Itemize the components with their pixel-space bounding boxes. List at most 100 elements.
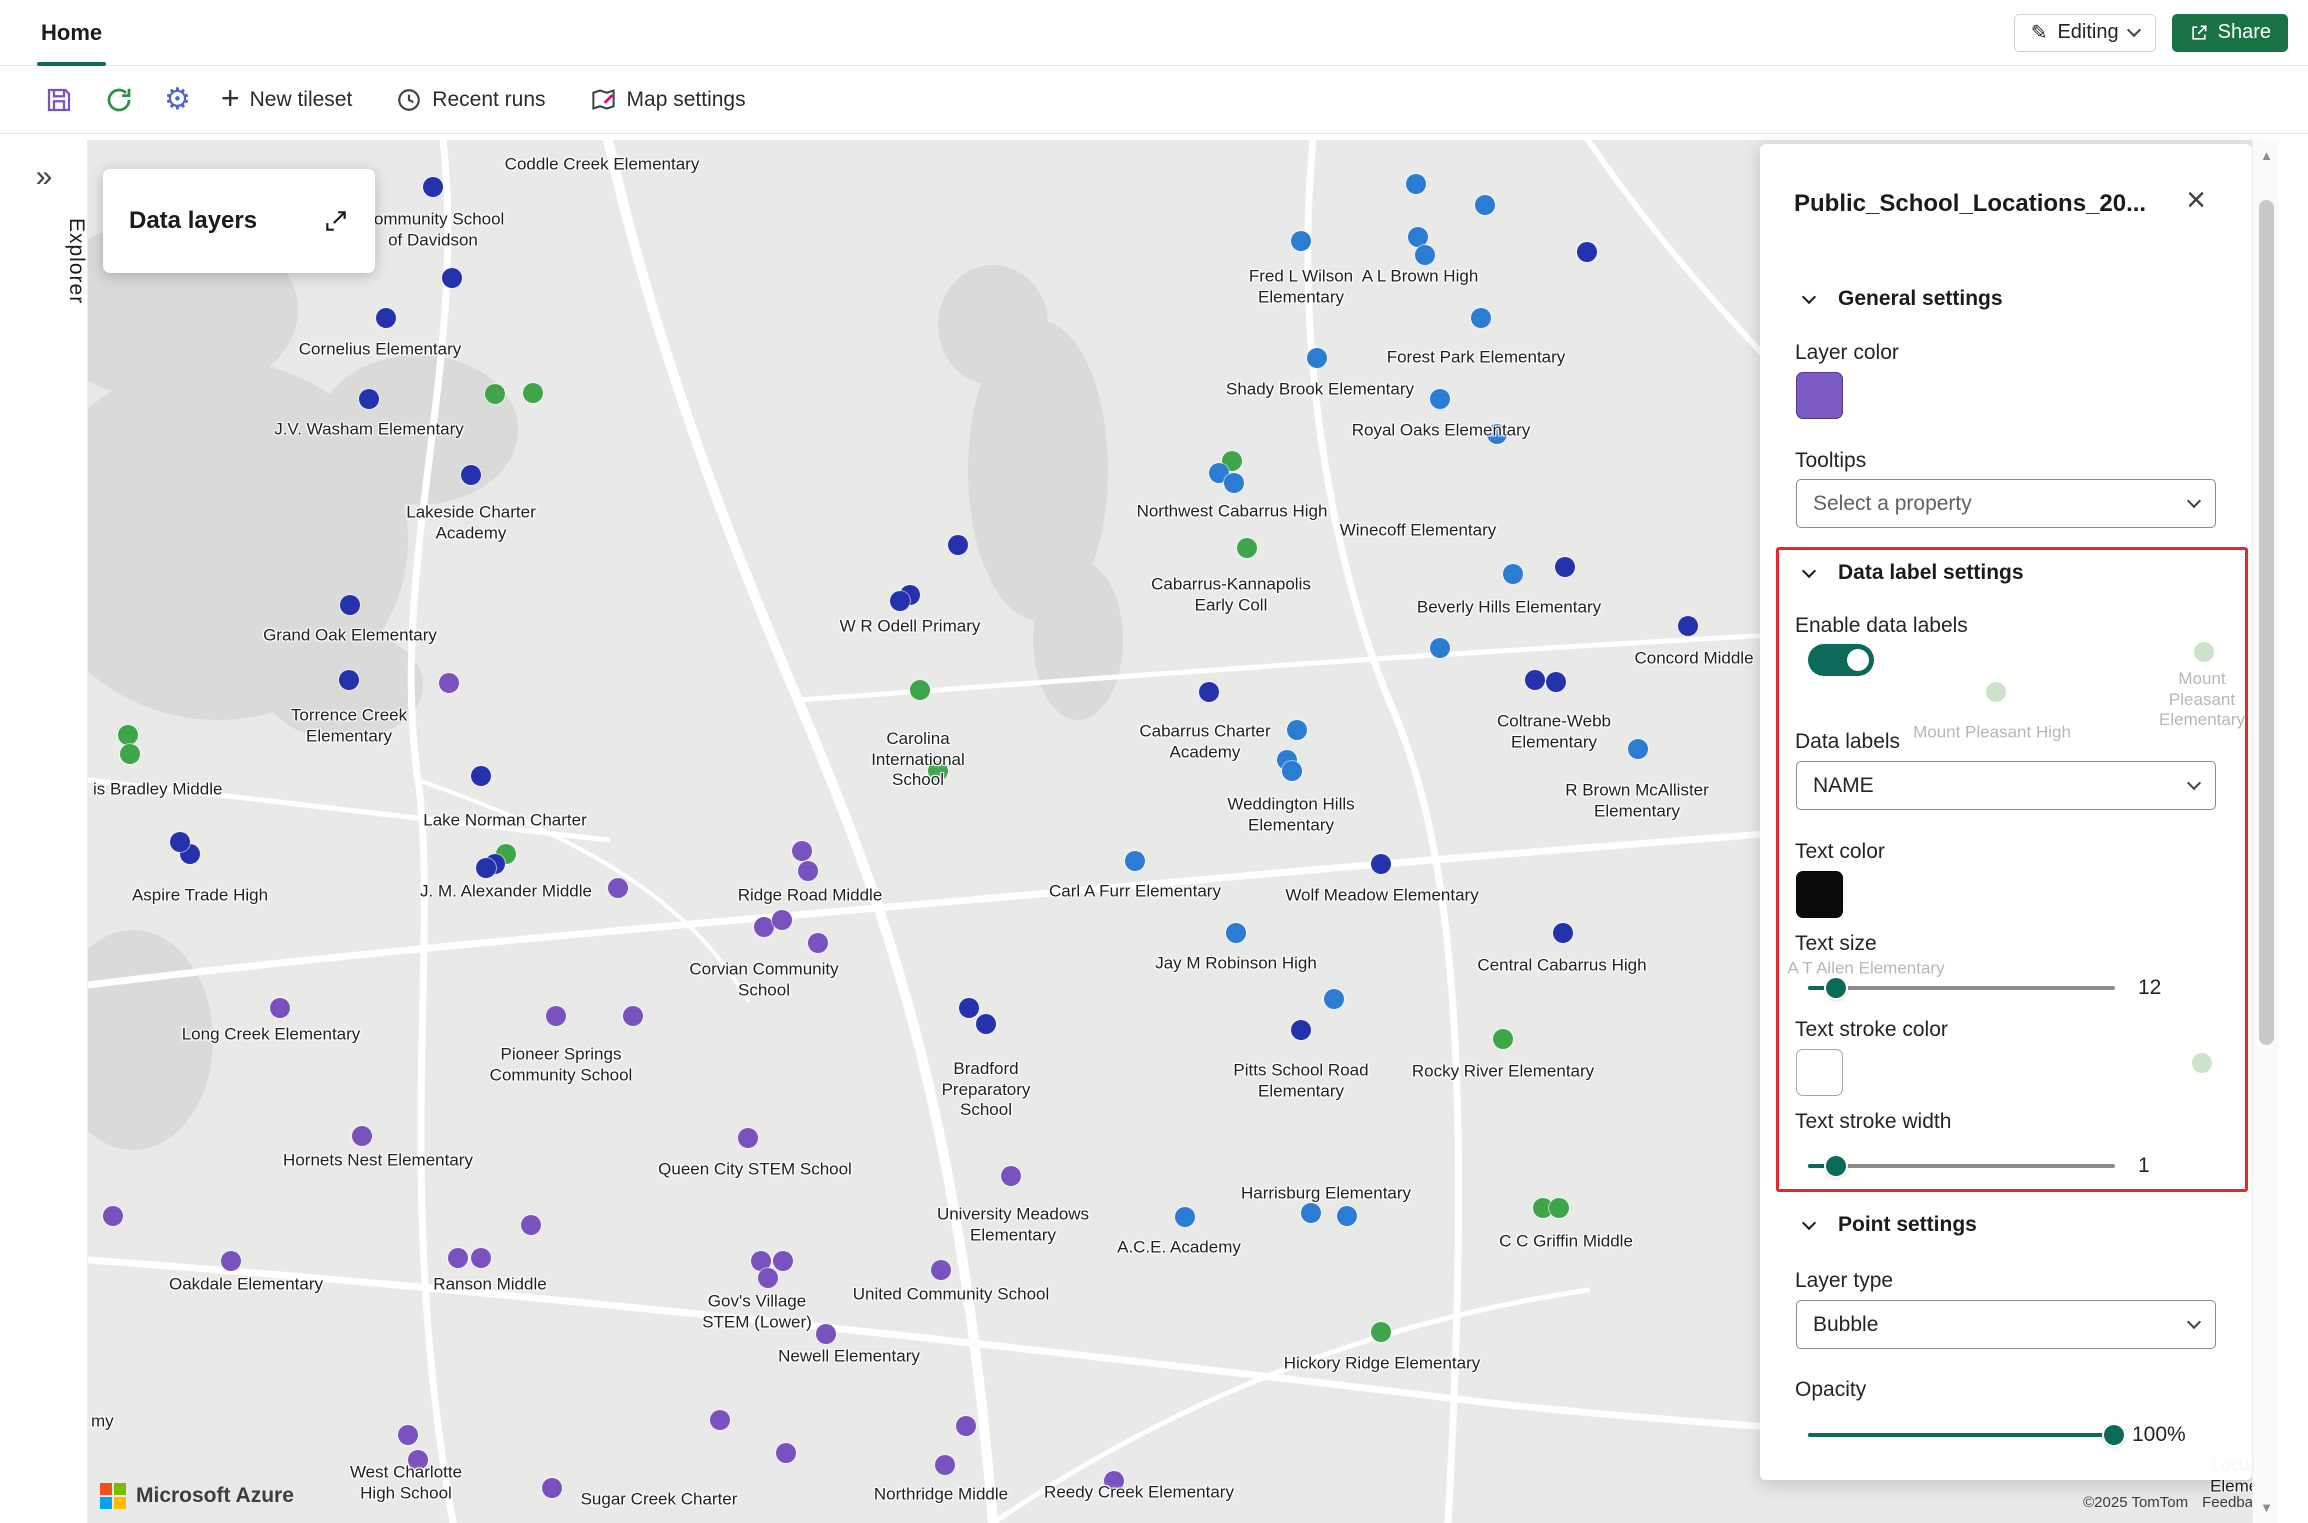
close-icon[interactable]: × <box>2186 181 2206 219</box>
data-labels-dropdown[interactable]: NAME <box>1796 761 2216 810</box>
map-point[interactable] <box>956 1416 976 1436</box>
map-point[interactable] <box>1175 1207 1195 1227</box>
data-layers-card[interactable]: Data layers <box>103 169 375 273</box>
map-point[interactable] <box>1493 1029 1513 1049</box>
map-point[interactable] <box>1104 1471 1124 1491</box>
map-point[interactable] <box>773 1251 793 1271</box>
map-point[interactable] <box>623 1006 643 1026</box>
map-point[interactable] <box>476 858 496 878</box>
map-point[interactable] <box>521 1215 541 1235</box>
map-point[interactable] <box>339 670 359 690</box>
map-point[interactable] <box>1237 538 1257 558</box>
save-button[interactable] <box>44 85 74 115</box>
map-point[interactable] <box>1533 1198 1553 1218</box>
opacity-slider[interactable] <box>1808 1425 2124 1445</box>
map-point[interactable] <box>542 1478 562 1498</box>
scroll-up-arrow[interactable]: ▲ <box>2260 148 2273 163</box>
map-point[interactable] <box>931 1260 951 1280</box>
tab-home[interactable]: Home <box>37 0 107 66</box>
expand-explorer-button[interactable]: » <box>35 160 53 193</box>
map-point[interactable] <box>471 766 491 786</box>
map-point[interactable] <box>808 933 828 953</box>
map-point[interactable] <box>1282 761 1302 781</box>
map-point[interactable] <box>1287 720 1307 740</box>
general-settings-header[interactable]: General settings <box>1801 281 2003 317</box>
map-point[interactable] <box>103 1206 123 1226</box>
map-settings-button[interactable]: Map settings <box>590 86 746 113</box>
map-point[interactable] <box>935 1455 955 1475</box>
share-button[interactable]: Share <box>2171 13 2288 52</box>
map-point[interactable] <box>523 383 543 403</box>
settings-button[interactable]: ⚙ <box>164 84 191 115</box>
map-point[interactable] <box>1125 851 1145 871</box>
text-stroke-width-slider[interactable] <box>1808 1156 2115 1176</box>
map-point[interactable] <box>221 1251 241 1271</box>
map-point[interactable] <box>408 1450 428 1470</box>
map-point[interactable] <box>1337 1206 1357 1226</box>
map-point[interactable] <box>776 1443 796 1463</box>
map-point[interactable] <box>1577 242 1597 262</box>
map-point[interactable] <box>754 917 774 937</box>
map-point[interactable] <box>1546 672 1566 692</box>
map-point[interactable] <box>976 1014 996 1034</box>
map-point[interactable] <box>1291 1020 1311 1040</box>
map-point[interactable] <box>1549 1198 1569 1218</box>
map-point[interactable] <box>118 725 138 745</box>
map-point[interactable] <box>910 680 930 700</box>
map-point[interactable] <box>170 832 190 852</box>
map-point[interactable] <box>928 761 948 781</box>
map-point[interactable] <box>959 998 979 1018</box>
map-point[interactable] <box>798 861 818 881</box>
map-point[interactable] <box>816 1324 836 1344</box>
map-point[interactable] <box>1430 389 1450 409</box>
map-point[interactable] <box>376 308 396 328</box>
map-point[interactable] <box>439 673 459 693</box>
enable-data-labels-toggle[interactable] <box>1808 644 1874 676</box>
map-point[interactable] <box>485 384 505 404</box>
map-point[interactable] <box>1001 1166 1021 1186</box>
data-label-settings-header[interactable]: Data label settings <box>1801 555 2024 591</box>
tooltips-dropdown[interactable]: Select a property <box>1796 479 2216 528</box>
slider-thumb[interactable] <box>2103 1425 2124 1445</box>
map-point[interactable] <box>352 1126 372 1146</box>
map-point[interactable] <box>1555 557 1575 577</box>
map-point[interactable] <box>1553 923 1573 943</box>
panel-scrollbar[interactable]: ▲ ▼ <box>2252 140 2279 1523</box>
map-point[interactable] <box>772 910 792 930</box>
map-point[interactable] <box>1487 424 1507 444</box>
open-panel-icon[interactable] <box>323 208 349 234</box>
map-point[interactable] <box>1307 348 1327 368</box>
map-point[interactable] <box>1525 670 1545 690</box>
map-point[interactable] <box>1471 308 1491 328</box>
map-point[interactable] <box>1415 245 1435 265</box>
map-point[interactable] <box>1226 923 1246 943</box>
map-point[interactable] <box>423 177 443 197</box>
map-point[interactable] <box>461 465 481 485</box>
map-point[interactable] <box>1199 682 1219 702</box>
map-point[interactable] <box>1475 195 1495 215</box>
map-point[interactable] <box>1408 227 1428 247</box>
map-point[interactable] <box>270 998 290 1018</box>
scroll-down-arrow[interactable]: ▼ <box>2260 1500 2273 1515</box>
map-point[interactable] <box>1430 638 1450 658</box>
layer-color-swatch[interactable] <box>1796 372 1843 419</box>
slider-thumb[interactable] <box>1825 1156 1846 1176</box>
feedback-link[interactable]: Feedback <box>2202 1494 2268 1511</box>
map-point[interactable] <box>448 1248 468 1268</box>
map-point[interactable] <box>546 1006 566 1026</box>
map-point[interactable] <box>1628 739 1648 759</box>
map-point[interactable] <box>1406 174 1426 194</box>
map-point[interactable] <box>398 1425 418 1445</box>
refresh-button[interactable] <box>104 85 134 115</box>
map-point[interactable] <box>792 841 812 861</box>
map-point[interactable] <box>751 1251 771 1271</box>
map-point[interactable] <box>608 878 628 898</box>
recent-runs-button[interactable]: Recent runs <box>396 87 546 113</box>
map-point[interactable] <box>1291 231 1311 251</box>
editing-mode-button[interactable]: ✎ Editing <box>2013 13 2156 52</box>
map-point[interactable] <box>758 1268 778 1288</box>
map-point[interactable] <box>890 591 910 611</box>
map-point[interactable] <box>340 595 360 615</box>
map-point[interactable] <box>948 535 968 555</box>
map-point[interactable] <box>1371 854 1391 874</box>
